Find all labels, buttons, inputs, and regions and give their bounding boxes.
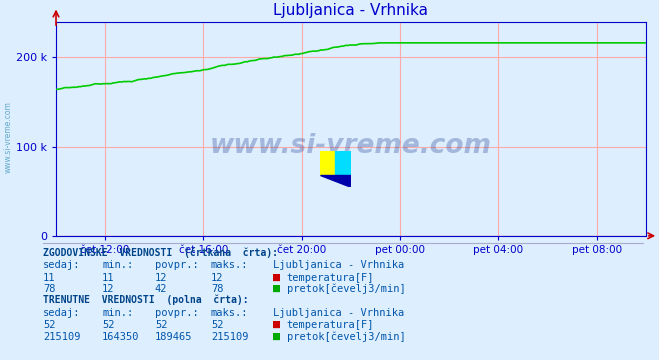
Text: 164350: 164350 [102, 332, 140, 342]
Text: min.:: min.: [102, 260, 133, 270]
Text: 52: 52 [155, 320, 167, 330]
Text: TRENUTNE  VREDNOSTI  (polna  črta):: TRENUTNE VREDNOSTI (polna črta): [43, 294, 248, 305]
Text: Ljubljanica - Vrhnika: Ljubljanica - Vrhnika [273, 260, 405, 270]
Text: sedaj:: sedaj: [43, 260, 80, 270]
Text: 78: 78 [211, 284, 223, 294]
Bar [335, 151, 351, 175]
Text: 78: 78 [43, 284, 55, 294]
Text: ■: ■ [273, 330, 281, 343]
Text: temperatura[F]: temperatura[F] [287, 273, 374, 283]
Bar [320, 151, 335, 175]
Text: 12: 12 [211, 273, 223, 283]
Text: min.:: min.: [102, 308, 133, 318]
Text: 215109: 215109 [43, 332, 80, 342]
Text: ZGODOVINSKE  VREDNOSTI  (črtkana  črta):: ZGODOVINSKE VREDNOSTI (črtkana črta): [43, 247, 278, 258]
Text: pretok[čevelj3/min]: pretok[čevelj3/min] [287, 283, 405, 294]
Text: sedaj:: sedaj: [43, 308, 80, 318]
Text: maks.:: maks.: [211, 308, 248, 318]
Text: 12: 12 [102, 284, 115, 294]
Text: 42: 42 [155, 284, 167, 294]
Text: www.si-vreme.com: www.si-vreme.com [3, 101, 13, 173]
Text: povpr.:: povpr.: [155, 308, 198, 318]
Text: ■: ■ [273, 318, 281, 331]
Text: ■: ■ [273, 271, 281, 284]
Text: povpr.:: povpr.: [155, 260, 198, 270]
Polygon shape [320, 175, 351, 187]
Text: 12: 12 [155, 273, 167, 283]
Text: 52: 52 [102, 320, 115, 330]
Text: ■: ■ [273, 282, 281, 294]
Text: 52: 52 [211, 320, 223, 330]
Text: 215109: 215109 [211, 332, 248, 342]
Text: Ljubljanica - Vrhnika: Ljubljanica - Vrhnika [273, 308, 405, 318]
Text: 11: 11 [43, 273, 55, 283]
Title: Ljubljanica - Vrhnika: Ljubljanica - Vrhnika [273, 3, 428, 18]
Text: 52: 52 [43, 320, 55, 330]
Text: 11: 11 [102, 273, 115, 283]
Text: 189465: 189465 [155, 332, 192, 342]
Text: temperatura[F]: temperatura[F] [287, 320, 374, 330]
Text: maks.:: maks.: [211, 260, 248, 270]
Text: pretok[čevelj3/min]: pretok[čevelj3/min] [287, 332, 405, 342]
Text: www.si-vreme.com: www.si-vreme.com [210, 133, 492, 159]
